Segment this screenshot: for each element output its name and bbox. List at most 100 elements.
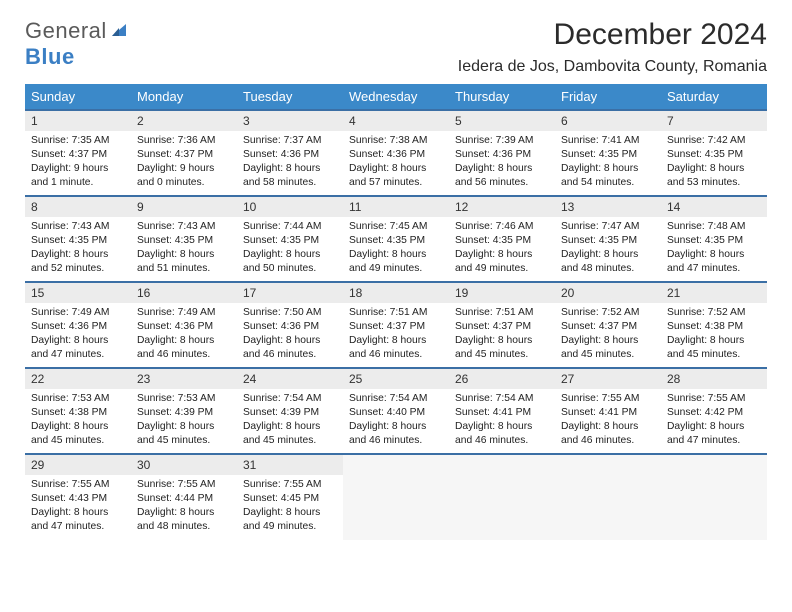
logo-text: General Blue [25,18,128,70]
day-number: 11 [343,197,449,217]
day-number: 27 [555,369,661,389]
calendar-week-row: 15Sunrise: 7:49 AMSunset: 4:36 PMDayligh… [25,282,767,368]
day-details: Sunrise: 7:36 AMSunset: 4:37 PMDaylight:… [131,131,237,194]
calendar-table: SundayMondayTuesdayWednesdayThursdayFrid… [25,84,767,540]
calendar-day-cell: 20Sunrise: 7:52 AMSunset: 4:37 PMDayligh… [555,282,661,368]
day-number: 23 [131,369,237,389]
calendar-week-row: 1Sunrise: 7:35 AMSunset: 4:37 PMDaylight… [25,110,767,196]
calendar-empty-cell [449,454,555,540]
day-number: 18 [343,283,449,303]
calendar-day-cell: 13Sunrise: 7:47 AMSunset: 4:35 PMDayligh… [555,196,661,282]
logo-word2: Blue [25,44,75,69]
calendar-head: SundayMondayTuesdayWednesdayThursdayFrid… [25,84,767,110]
day-number: 13 [555,197,661,217]
day-number: 6 [555,111,661,131]
day-details: Sunrise: 7:50 AMSunset: 4:36 PMDaylight:… [237,303,343,366]
day-number: 9 [131,197,237,217]
calendar-day-cell: 18Sunrise: 7:51 AMSunset: 4:37 PMDayligh… [343,282,449,368]
calendar-day-cell: 5Sunrise: 7:39 AMSunset: 4:36 PMDaylight… [449,110,555,196]
calendar-day-cell: 9Sunrise: 7:43 AMSunset: 4:35 PMDaylight… [131,196,237,282]
calendar-day-cell: 30Sunrise: 7:55 AMSunset: 4:44 PMDayligh… [131,454,237,540]
calendar-day-cell: 21Sunrise: 7:52 AMSunset: 4:38 PMDayligh… [661,282,767,368]
logo: General Blue [25,18,128,70]
calendar-day-cell: 24Sunrise: 7:54 AMSunset: 4:39 PMDayligh… [237,368,343,454]
day-details: Sunrise: 7:54 AMSunset: 4:41 PMDaylight:… [449,389,555,452]
weekday-header: Saturday [661,84,767,110]
calendar-day-cell: 31Sunrise: 7:55 AMSunset: 4:45 PMDayligh… [237,454,343,540]
day-details: Sunrise: 7:51 AMSunset: 4:37 PMDaylight:… [343,303,449,366]
calendar-day-cell: 14Sunrise: 7:48 AMSunset: 4:35 PMDayligh… [661,196,767,282]
calendar-day-cell: 8Sunrise: 7:43 AMSunset: 4:35 PMDaylight… [25,196,131,282]
day-details: Sunrise: 7:49 AMSunset: 4:36 PMDaylight:… [25,303,131,366]
day-number: 17 [237,283,343,303]
logo-word1: General [25,18,107,43]
day-details: Sunrise: 7:39 AMSunset: 4:36 PMDaylight:… [449,131,555,194]
day-number: 12 [449,197,555,217]
day-details: Sunrise: 7:55 AMSunset: 4:44 PMDaylight:… [131,475,237,538]
weekday-header: Sunday [25,84,131,110]
calendar-day-cell: 26Sunrise: 7:54 AMSunset: 4:41 PMDayligh… [449,368,555,454]
calendar-day-cell: 11Sunrise: 7:45 AMSunset: 4:35 PMDayligh… [343,196,449,282]
calendar-day-cell: 19Sunrise: 7:51 AMSunset: 4:37 PMDayligh… [449,282,555,368]
day-number: 10 [237,197,343,217]
day-details: Sunrise: 7:37 AMSunset: 4:36 PMDaylight:… [237,131,343,194]
calendar-day-cell: 2Sunrise: 7:36 AMSunset: 4:37 PMDaylight… [131,110,237,196]
month-title: December 2024 [458,18,767,52]
calendar-empty-cell [343,454,449,540]
day-details: Sunrise: 7:53 AMSunset: 4:39 PMDaylight:… [131,389,237,452]
day-number: 20 [555,283,661,303]
day-details: Sunrise: 7:43 AMSunset: 4:35 PMDaylight:… [25,217,131,280]
location-text: Iedera de Jos, Dambovita County, Romania [458,58,767,76]
calendar-week-row: 22Sunrise: 7:53 AMSunset: 4:38 PMDayligh… [25,368,767,454]
calendar-day-cell: 29Sunrise: 7:55 AMSunset: 4:43 PMDayligh… [25,454,131,540]
day-details: Sunrise: 7:42 AMSunset: 4:35 PMDaylight:… [661,131,767,194]
weekday-header: Tuesday [237,84,343,110]
day-details: Sunrise: 7:53 AMSunset: 4:38 PMDaylight:… [25,389,131,452]
day-details: Sunrise: 7:48 AMSunset: 4:35 PMDaylight:… [661,217,767,280]
calendar-day-cell: 15Sunrise: 7:49 AMSunset: 4:36 PMDayligh… [25,282,131,368]
calendar-body: 1Sunrise: 7:35 AMSunset: 4:37 PMDaylight… [25,110,767,540]
day-number: 3 [237,111,343,131]
day-details: Sunrise: 7:45 AMSunset: 4:35 PMDaylight:… [343,217,449,280]
calendar-day-cell: 10Sunrise: 7:44 AMSunset: 4:35 PMDayligh… [237,196,343,282]
day-details: Sunrise: 7:43 AMSunset: 4:35 PMDaylight:… [131,217,237,280]
day-number: 19 [449,283,555,303]
day-details: Sunrise: 7:54 AMSunset: 4:39 PMDaylight:… [237,389,343,452]
day-details: Sunrise: 7:51 AMSunset: 4:37 PMDaylight:… [449,303,555,366]
day-number: 31 [237,455,343,475]
calendar-day-cell: 6Sunrise: 7:41 AMSunset: 4:35 PMDaylight… [555,110,661,196]
day-number: 21 [661,283,767,303]
day-details: Sunrise: 7:47 AMSunset: 4:35 PMDaylight:… [555,217,661,280]
calendar-day-cell: 25Sunrise: 7:54 AMSunset: 4:40 PMDayligh… [343,368,449,454]
day-number: 29 [25,455,131,475]
day-details: Sunrise: 7:54 AMSunset: 4:40 PMDaylight:… [343,389,449,452]
day-number: 28 [661,369,767,389]
logo-sail-icon [110,25,128,42]
day-details: Sunrise: 7:55 AMSunset: 4:42 PMDaylight:… [661,389,767,452]
day-number: 8 [25,197,131,217]
day-number: 2 [131,111,237,131]
calendar-day-cell: 12Sunrise: 7:46 AMSunset: 4:35 PMDayligh… [449,196,555,282]
day-details: Sunrise: 7:46 AMSunset: 4:35 PMDaylight:… [449,217,555,280]
weekday-header: Friday [555,84,661,110]
day-number: 7 [661,111,767,131]
day-details: Sunrise: 7:55 AMSunset: 4:41 PMDaylight:… [555,389,661,452]
weekday-header: Monday [131,84,237,110]
calendar-day-cell: 28Sunrise: 7:55 AMSunset: 4:42 PMDayligh… [661,368,767,454]
calendar-empty-cell [661,454,767,540]
day-number: 26 [449,369,555,389]
day-number: 25 [343,369,449,389]
header: General Blue December 2024 Iedera de Jos… [25,18,767,76]
calendar-day-cell: 16Sunrise: 7:49 AMSunset: 4:36 PMDayligh… [131,282,237,368]
calendar-empty-cell [555,454,661,540]
day-details: Sunrise: 7:55 AMSunset: 4:45 PMDaylight:… [237,475,343,538]
calendar-day-cell: 27Sunrise: 7:55 AMSunset: 4:41 PMDayligh… [555,368,661,454]
day-number: 16 [131,283,237,303]
calendar-week-row: 29Sunrise: 7:55 AMSunset: 4:43 PMDayligh… [25,454,767,540]
day-details: Sunrise: 7:52 AMSunset: 4:37 PMDaylight:… [555,303,661,366]
calendar-day-cell: 22Sunrise: 7:53 AMSunset: 4:38 PMDayligh… [25,368,131,454]
day-number: 14 [661,197,767,217]
day-details: Sunrise: 7:35 AMSunset: 4:37 PMDaylight:… [25,131,131,194]
calendar-day-cell: 4Sunrise: 7:38 AMSunset: 4:36 PMDaylight… [343,110,449,196]
day-details: Sunrise: 7:49 AMSunset: 4:36 PMDaylight:… [131,303,237,366]
